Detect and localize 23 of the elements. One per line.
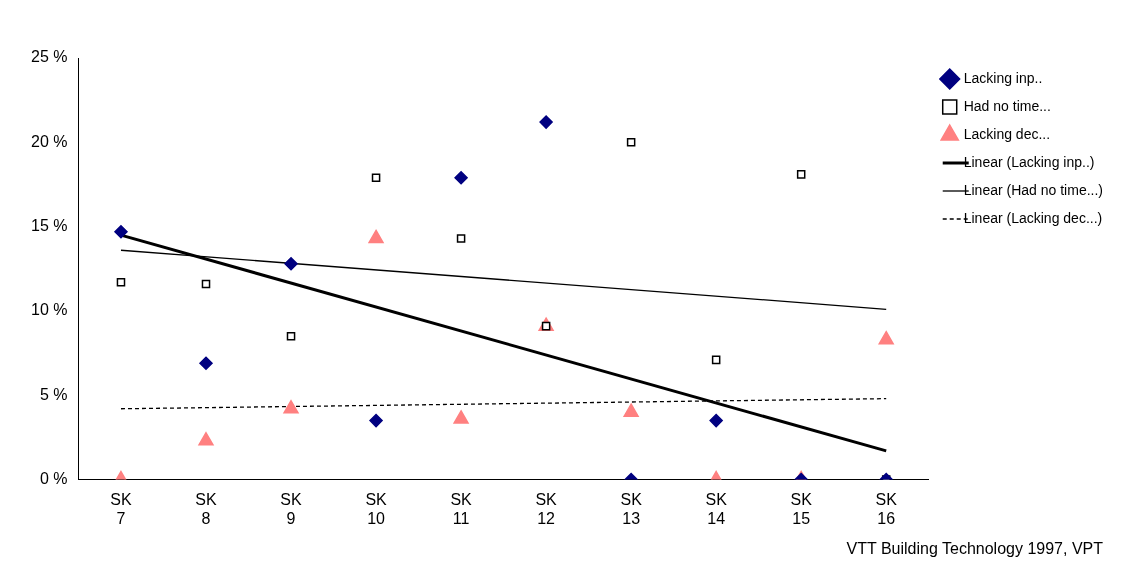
y-tick-label: 10 % (31, 301, 68, 319)
y-tick-label: 0 % (39, 470, 68, 488)
y-tick-label: 15 % (31, 217, 68, 235)
x-tick-label: SK 7 (110, 490, 132, 527)
x-tick-label: SK 8 (195, 490, 218, 527)
legend-label: Had no time... (963, 97, 1051, 114)
y-tick-label: 20 % (31, 132, 68, 150)
x-tick-label: SK 13 (620, 490, 643, 527)
x-tick-label: SK 10 (365, 490, 388, 527)
legend-label: Lacking inp.. (963, 69, 1043, 86)
legend-label: Linear (Lacking dec...) (963, 209, 1103, 226)
text: VTT Building Technology 1997, VPT (846, 540, 1104, 557)
legend-label: Linear (Lacking inp..) (963, 153, 1095, 170)
x-tick-label: SK 15 (790, 490, 813, 527)
legend-label: Linear (Had no time...) (963, 181, 1104, 198)
legend-label: Lacking dec... (963, 125, 1051, 142)
x-tick-label: SK 12 (535, 490, 558, 527)
x-tick-label: SK 11 (450, 490, 473, 527)
x-tick-label: SK 16 (875, 490, 898, 527)
y-tick-label: 25 % (31, 48, 68, 66)
x-tick-label: SK 14 (705, 490, 728, 527)
y-tick-label: 5 % (39, 385, 68, 403)
x-tick-label: SK 9 (280, 490, 303, 527)
